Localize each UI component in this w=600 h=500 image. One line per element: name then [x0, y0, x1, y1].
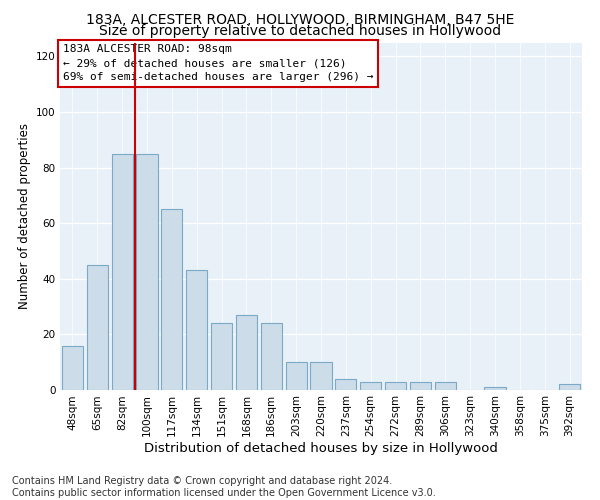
Bar: [335, 379, 356, 390]
Bar: [385, 382, 406, 390]
Bar: [186, 270, 207, 390]
Bar: [261, 324, 282, 390]
X-axis label: Distribution of detached houses by size in Hollywood: Distribution of detached houses by size …: [144, 442, 498, 455]
Bar: [310, 362, 332, 390]
Bar: [112, 154, 133, 390]
Bar: [211, 324, 232, 390]
Bar: [87, 265, 108, 390]
Bar: [286, 362, 307, 390]
Bar: [236, 315, 257, 390]
Bar: [62, 346, 83, 390]
Bar: [360, 382, 381, 390]
Bar: [136, 154, 158, 390]
Y-axis label: Number of detached properties: Number of detached properties: [17, 123, 31, 309]
Text: Size of property relative to detached houses in Hollywood: Size of property relative to detached ho…: [99, 24, 501, 38]
Text: 183A, ALCESTER ROAD, HOLLYWOOD, BIRMINGHAM, B47 5HE: 183A, ALCESTER ROAD, HOLLYWOOD, BIRMINGH…: [86, 12, 514, 26]
Bar: [435, 382, 456, 390]
Bar: [161, 210, 182, 390]
Text: Contains HM Land Registry data © Crown copyright and database right 2024.
Contai: Contains HM Land Registry data © Crown c…: [12, 476, 436, 498]
Bar: [410, 382, 431, 390]
Bar: [484, 387, 506, 390]
Bar: [559, 384, 580, 390]
Text: 183A ALCESTER ROAD: 98sqm
← 29% of detached houses are smaller (126)
69% of semi: 183A ALCESTER ROAD: 98sqm ← 29% of detac…: [62, 44, 373, 82]
